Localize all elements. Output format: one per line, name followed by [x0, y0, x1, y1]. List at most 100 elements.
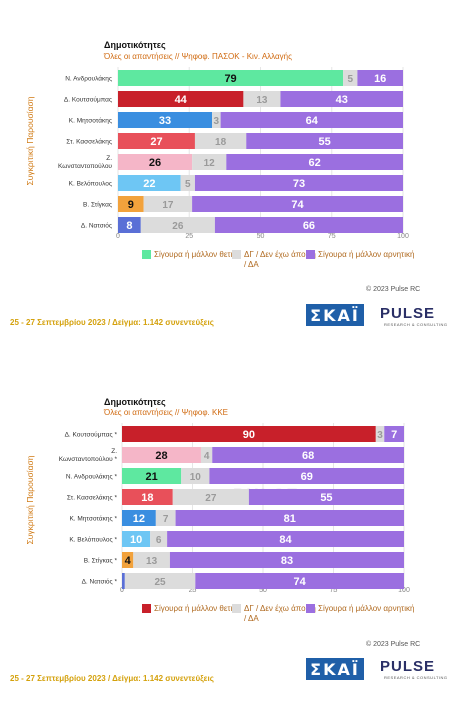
bar-segment: [118, 112, 213, 128]
category-label: Ν. Ανδρουλάκης: [65, 75, 112, 83]
bar-segment: [122, 552, 134, 568]
data-label: 90: [243, 429, 255, 441]
category-label: Β. Στίγκας *: [84, 557, 118, 565]
bar-segment: [212, 447, 404, 463]
bar-segment: [192, 154, 227, 170]
data-label: 68: [302, 450, 314, 462]
legend-label: ΔΓ / Δεν έχω άποψη / ΔΑ: [244, 250, 316, 269]
data-label: 74: [291, 199, 304, 211]
data-label: 62: [309, 157, 321, 169]
bar-segment: [180, 175, 195, 191]
bar-segment: [246, 133, 403, 149]
bar-segment: [150, 531, 168, 547]
data-label: 18: [215, 137, 227, 148]
bar-segment: [243, 91, 281, 107]
bar-segment: [118, 196, 144, 212]
x-tick-label: 50: [259, 587, 267, 594]
x-tick-label: 25: [185, 233, 193, 240]
bar-segment: [122, 573, 125, 589]
data-label: 4: [125, 555, 132, 567]
x-tick-label: 0: [116, 233, 120, 240]
x-tick-label: 75: [330, 587, 338, 594]
data-label: 84: [279, 534, 292, 546]
bar-segment: [214, 217, 403, 233]
chart-subtitle: Όλες οι απαντήσεις // Ψηφοφ. ΚΚΕ: [104, 408, 228, 417]
category-label: Δ. Κουτσούμπας *: [65, 431, 118, 439]
bar-segment: [375, 426, 385, 442]
legend-swatch: [142, 604, 151, 613]
data-label: 12: [204, 158, 216, 169]
chart-panel-top: Δημοτικότητες Όλες οι απαντήσεις // Ψηφο…: [10, 40, 447, 327]
legend-label: ΔΓ / Δεν έχω άποψη / ΔΑ: [244, 604, 316, 623]
data-label: 3: [377, 430, 383, 441]
bar-segment: [169, 552, 404, 568]
category-label: Κ. Μητσοτάκης: [69, 117, 112, 125]
bar-segment: [118, 133, 195, 149]
data-label: 4: [204, 451, 210, 462]
bar-segment: [118, 154, 193, 170]
category-label: Δ. Κουτσούμπας: [64, 96, 112, 104]
data-label: 21: [145, 471, 157, 483]
data-label: 16: [374, 73, 386, 85]
legend-label: Σίγουρα ή μάλλον αρνητική: [318, 250, 414, 259]
bar-segment: [200, 447, 213, 463]
data-label: 33: [159, 115, 171, 127]
data-label: 22: [143, 178, 155, 190]
chart-title: Δημοτικότητες: [104, 40, 166, 50]
bar-segment: [167, 531, 404, 547]
chart-subtitle: Όλες οι απαντήσεις // Ψηφοφ. ΠΑΣΟΚ - Κιν…: [104, 52, 292, 61]
bar-segment: [122, 426, 376, 442]
bar-segment: [226, 154, 403, 170]
x-tick-label: 25: [189, 587, 197, 594]
category-label: Κ. Βελόπουλος: [69, 180, 112, 188]
data-label: 10: [190, 472, 202, 483]
data-label: 3: [214, 116, 220, 127]
legend-label: Σίγουρα ή μάλλον αρνητική: [318, 604, 414, 613]
bar-segment: [118, 175, 181, 191]
category-label: Ζ. Κωνσταντοπούλου: [58, 155, 112, 170]
data-label: 7: [391, 429, 397, 441]
x-tick-label: 75: [328, 233, 336, 240]
bar-segment: [343, 70, 358, 86]
category-label: Ν. Ανδρουλάκης *: [66, 473, 118, 481]
category-label: Κ. Βελόπουλος *: [69, 536, 117, 544]
data-label: 5: [185, 179, 191, 190]
bar-segment: [143, 196, 193, 212]
bar-segment: [194, 133, 247, 149]
category-label: Β. Στίγκας: [83, 201, 112, 209]
bar-segment: [122, 531, 151, 547]
data-label: 83: [281, 555, 293, 567]
data-label: 44: [175, 94, 188, 106]
data-label: 55: [320, 492, 332, 504]
data-label: 7: [163, 514, 169, 525]
legend-label: Σίγουρα ή μάλλον θετική: [154, 604, 241, 613]
copyright-text: © 2023 Pulse RC: [366, 641, 421, 648]
pulse-logo: PULSE: [380, 658, 436, 675]
bar-segment: [212, 112, 221, 128]
category-label: Στ. Κασσελάκης *: [67, 494, 118, 502]
bar-segment: [181, 468, 210, 484]
bar-segment: [118, 91, 244, 107]
data-label: 13: [146, 556, 158, 567]
pulse-logo: PULSE: [380, 305, 436, 322]
data-label: 73: [293, 178, 305, 190]
data-label: 26: [149, 157, 161, 169]
bar-segment: [155, 510, 176, 526]
category-label: Δ. Νατσιός *: [82, 578, 118, 586]
footer-text: 25 - 27 Σεπτεμβρίου 2023 / Δείγμα: 1.142…: [10, 318, 214, 327]
data-label: 69: [301, 471, 313, 483]
x-tick-label: 0: [120, 587, 124, 594]
x-tick-label: 100: [397, 233, 409, 240]
data-label: 66: [303, 220, 315, 232]
skai-logo: ΣΚΑΪ: [306, 658, 364, 680]
copyright-text: © 2023 Pulse RC: [366, 286, 421, 293]
data-label: 27: [205, 493, 217, 504]
bar-segment: [140, 217, 215, 233]
bar-segment: [195, 573, 404, 589]
bar-segment: [209, 468, 404, 484]
data-label: 10: [130, 534, 142, 546]
data-label: 81: [284, 513, 296, 525]
data-label: 28: [155, 450, 167, 462]
data-label: 17: [162, 200, 174, 211]
